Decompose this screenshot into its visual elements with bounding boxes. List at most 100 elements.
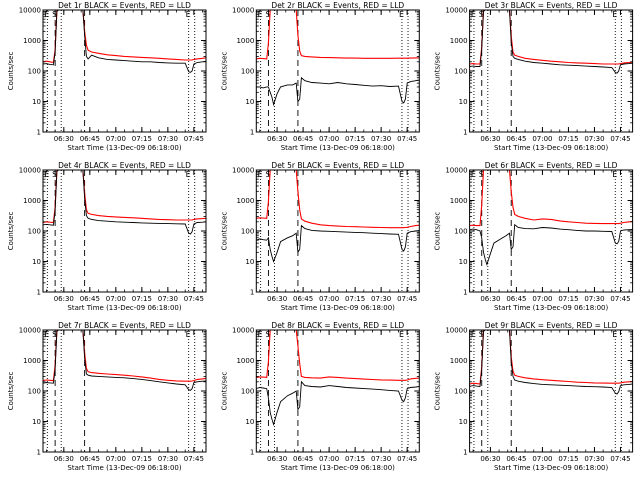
x-tick-label: 07:15	[132, 455, 152, 463]
y-tick-label: 1000	[23, 357, 41, 365]
x-tick-label: 07:30	[371, 295, 391, 303]
y-tick-label: 10000	[445, 327, 467, 335]
time-marker-label: E	[471, 330, 476, 339]
x-axis-label: Start Time (13-Dec-09 06:18:00)	[494, 304, 608, 312]
time-marker-label: E	[186, 10, 191, 19]
x-tick-label: 07:15	[345, 135, 365, 143]
x-tick-label: 07:45	[610, 455, 630, 463]
y-tick-label: 10	[245, 98, 254, 106]
time-marker-label: E	[399, 330, 404, 339]
y-tick-label: 10000	[232, 7, 254, 15]
y-tick-label: 1000	[236, 357, 254, 365]
lld-series-line	[256, 170, 420, 229]
time-marker-label: E	[186, 330, 191, 339]
time-marker-label: S	[52, 10, 57, 19]
x-tick-label: 07:30	[371, 455, 391, 463]
plot-frame	[42, 9, 207, 133]
lld-series-line	[43, 170, 206, 224]
y-tick-label: 1	[463, 289, 467, 297]
x-tick-label: 06:45	[80, 455, 100, 463]
x-tick-label: 07:45	[397, 135, 417, 143]
x-tick-label: 07:00	[532, 295, 552, 303]
time-marker-label: S	[52, 330, 57, 339]
x-tick-label: 07:15	[132, 295, 152, 303]
x-tick-label: 07:45	[610, 135, 630, 143]
x-tick-label: 07:45	[184, 455, 204, 463]
y-tick-label: 1	[463, 449, 467, 457]
y-axis-label: Counts/sec	[434, 212, 442, 251]
x-tick-label: 07:15	[558, 135, 578, 143]
y-tick-label: 10	[32, 418, 41, 426]
y-tick-label: 1	[37, 449, 41, 457]
x-tick-label: 07:30	[158, 135, 178, 143]
y-axis-label: Counts/sec	[220, 372, 228, 411]
lld-series-line	[469, 170, 633, 227]
time-marker-label: E	[186, 170, 191, 179]
x-tick-label: 06:30	[267, 135, 287, 143]
x-tick-label: 07:30	[158, 295, 178, 303]
y-tick-label: 1000	[236, 37, 254, 45]
y-tick-label: 10000	[232, 327, 254, 335]
y-tick-label: 10	[459, 418, 468, 426]
y-tick-label: 100	[454, 388, 467, 396]
x-tick-label: 07:00	[532, 135, 552, 143]
y-tick-label: 100	[241, 228, 254, 236]
x-tick-label: 06:30	[480, 455, 500, 463]
time-marker-label: E	[612, 10, 617, 19]
x-tick-label: 06:45	[506, 455, 526, 463]
plot-frame	[255, 169, 420, 293]
y-axis-label: Counts/sec	[7, 52, 15, 91]
x-axis-label: Start Time (13-Dec-09 06:18:00)	[67, 304, 181, 312]
x-tick-label: 06:30	[267, 295, 287, 303]
y-tick-label: 10	[32, 98, 41, 106]
y-tick-label: 10000	[19, 7, 41, 15]
time-marker-label: E	[258, 170, 263, 179]
y-tick-label: 10	[245, 418, 254, 426]
x-tick-label: 06:30	[267, 455, 287, 463]
y-tick-label: 1000	[236, 197, 254, 205]
panel-title: Det 2r BLACK = Events, RED = LLD	[271, 1, 404, 10]
y-axis-label: Counts/sec	[7, 372, 15, 411]
lld-series-line	[43, 330, 206, 382]
time-marker-label: E	[44, 10, 49, 19]
time-marker-label: S	[265, 10, 270, 19]
y-tick-label: 100	[241, 68, 254, 76]
y-tick-label: 1	[37, 129, 41, 137]
y-tick-label: 100	[28, 388, 41, 396]
y-tick-label: 100	[28, 68, 41, 76]
y-tick-label: 1000	[23, 197, 41, 205]
x-tick-label: 06:45	[293, 135, 313, 143]
x-axis-label: Start Time (13-Dec-09 06:18:00)	[281, 464, 395, 472]
x-tick-label: 07:00	[532, 455, 552, 463]
time-marker-label: S	[52, 170, 57, 179]
time-marker-label: E	[471, 10, 476, 19]
y-tick-label: 100	[28, 228, 41, 236]
time-marker-label: E	[399, 170, 404, 179]
events-series-line	[469, 330, 633, 395]
panel-title: Det 3r BLACK = Events, RED = LLD	[485, 1, 618, 10]
x-tick-label: 06:30	[480, 135, 500, 143]
events-series-line	[256, 76, 420, 107]
y-tick-label: 1	[37, 289, 41, 297]
plot-frame	[469, 329, 634, 453]
x-tick-label: 07:00	[319, 295, 339, 303]
x-axis-label: Start Time (13-Dec-09 06:18:00)	[67, 144, 181, 152]
plot-frame	[469, 9, 634, 133]
x-tick-label: 07:00	[106, 455, 126, 463]
x-tick-label: 06:45	[506, 295, 526, 303]
x-tick-label: 07:45	[397, 295, 417, 303]
y-axis-label: Counts/sec	[220, 52, 228, 91]
time-marker-label: E	[44, 330, 49, 339]
plot-frame	[42, 169, 207, 293]
panel-title: Det 5r BLACK = Events, RED = LLD	[271, 161, 404, 170]
y-tick-label: 100	[454, 68, 467, 76]
time-marker-label: E	[258, 330, 263, 339]
x-tick-label: 06:30	[54, 295, 74, 303]
lld-series-line	[256, 330, 420, 381]
x-tick-label: 07:00	[319, 135, 339, 143]
